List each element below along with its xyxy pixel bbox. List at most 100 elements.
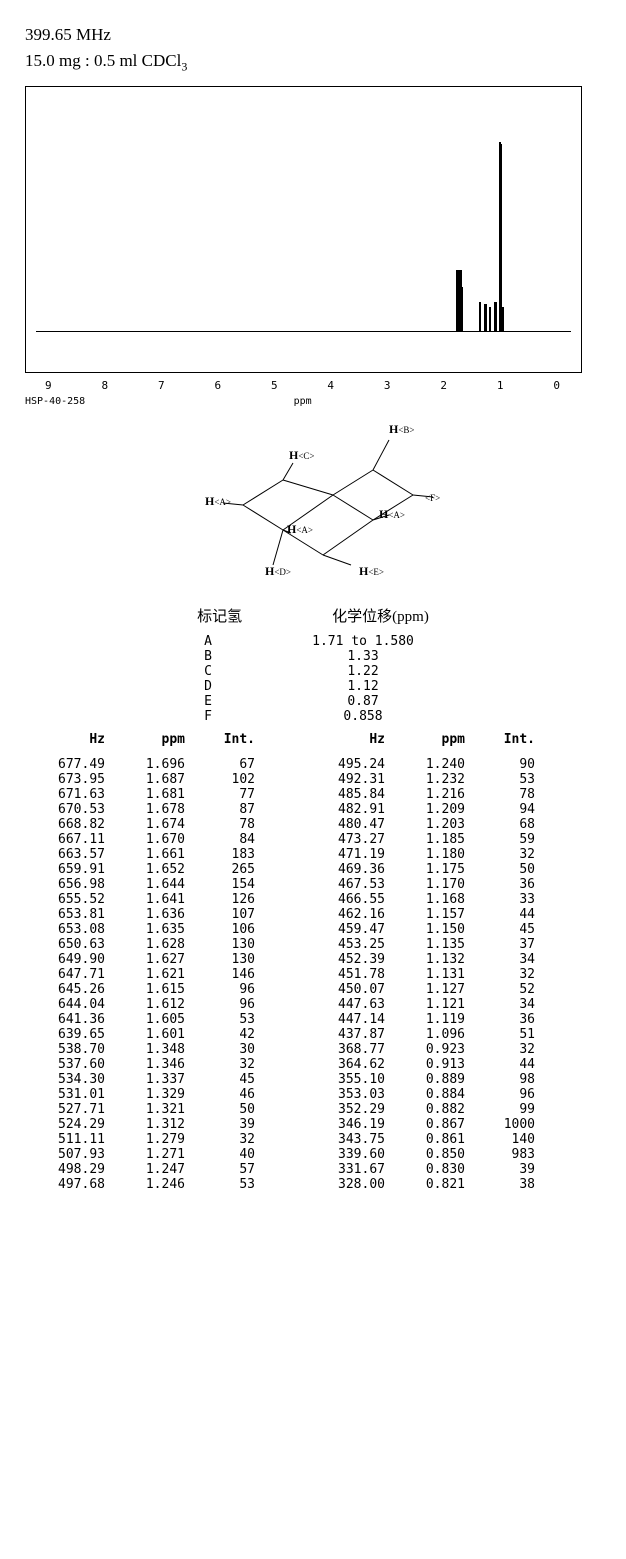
data-cell: 1.150 xyxy=(385,922,465,937)
assignment-value: 1.22 xyxy=(298,664,428,679)
data-cell: 1.674 xyxy=(105,817,185,832)
data-cell: 67 xyxy=(185,757,255,772)
axis-tick: 9 xyxy=(45,379,52,392)
axis-tick: 6 xyxy=(214,379,221,392)
data-cell: 437.87 xyxy=(305,1027,385,1042)
data-cell: 1.601 xyxy=(105,1027,185,1042)
data-cell: 482.91 xyxy=(305,802,385,817)
bond-line xyxy=(333,470,373,495)
data-cell: 32 xyxy=(465,967,535,982)
data-cell: 57 xyxy=(185,1162,255,1177)
data-cell: 671.63 xyxy=(25,787,105,802)
data-row: 647.711.621146451.781.13132 xyxy=(25,967,580,982)
data-cell: 673.95 xyxy=(25,772,105,787)
data-cell: 1.246 xyxy=(105,1177,185,1192)
data-cell: 467.53 xyxy=(305,877,385,892)
atom-label: H<C> xyxy=(289,448,315,462)
data-cell xyxy=(255,817,305,832)
data-cell: 0.861 xyxy=(385,1132,465,1147)
data-cell: 466.55 xyxy=(305,892,385,907)
data-cell: 0.867 xyxy=(385,1117,465,1132)
data-cell: 34 xyxy=(465,952,535,967)
data-cell: 32 xyxy=(465,1042,535,1057)
sample-header: 15.0 mg : 0.5 ml CDCl3 xyxy=(25,51,601,74)
data-cell: 452.39 xyxy=(305,952,385,967)
bond-line xyxy=(283,480,333,495)
data-cell: 146 xyxy=(185,967,255,982)
data-row: 670.531.67887482.911.20994 xyxy=(25,802,580,817)
data-cell: 1.096 xyxy=(385,1027,465,1042)
data-cell: 653.08 xyxy=(25,922,105,937)
data-cell: 107 xyxy=(185,907,255,922)
molecular-structure: H<B>H<C><F>H<A>H<A>H<A>H<D>H<E> xyxy=(25,415,580,595)
axis-tick: 2 xyxy=(440,379,447,392)
data-cell: 1.681 xyxy=(105,787,185,802)
atom-label: <F> xyxy=(425,493,440,503)
data-cell: 1.247 xyxy=(105,1162,185,1177)
data-cell: 36 xyxy=(465,877,535,892)
data-cell: 647.71 xyxy=(25,967,105,982)
data-cell: 355.10 xyxy=(305,1072,385,1087)
data-cell: 130 xyxy=(185,952,255,967)
spectrum-peak xyxy=(502,307,504,332)
data-cell: 677.49 xyxy=(25,757,105,772)
assignment-label: A xyxy=(198,634,218,649)
data-cell xyxy=(255,1177,305,1192)
data-cell xyxy=(255,1042,305,1057)
data-cell: 1.135 xyxy=(385,937,465,952)
data-cell: 45 xyxy=(185,1072,255,1087)
data-cell xyxy=(255,982,305,997)
data-cell: 352.29 xyxy=(305,1102,385,1117)
data-cell xyxy=(255,1117,305,1132)
data-cell: 1.321 xyxy=(105,1102,185,1117)
data-cell xyxy=(255,1027,305,1042)
data-cell: 183 xyxy=(185,847,255,862)
data-cell: 140 xyxy=(465,1132,535,1147)
atom-label: H<A> xyxy=(205,494,231,508)
data-cell: 469.36 xyxy=(305,862,385,877)
data-cell: 531.01 xyxy=(25,1087,105,1102)
data-cell: 1.652 xyxy=(105,862,185,877)
data-cell xyxy=(255,1012,305,1027)
data-cell: 1.621 xyxy=(105,967,185,982)
data-cell: 1.279 xyxy=(105,1132,185,1147)
data-cell: 36 xyxy=(465,1012,535,1027)
data-row: 527.711.32150352.290.88299 xyxy=(25,1102,580,1117)
data-cell xyxy=(255,1057,305,1072)
data-cell: 668.82 xyxy=(25,817,105,832)
spectrum-code: HSP-40-258 xyxy=(25,396,85,407)
data-cell: 32 xyxy=(465,847,535,862)
data-cell: 51 xyxy=(465,1027,535,1042)
data-cell: 94 xyxy=(465,802,535,817)
data-cell: 68 xyxy=(465,817,535,832)
data-cell: 33 xyxy=(465,892,535,907)
data-cell: 527.71 xyxy=(25,1102,105,1117)
bond-line xyxy=(243,480,283,505)
axis-tick: 3 xyxy=(384,379,391,392)
data-row: 538.701.34830368.770.92332 xyxy=(25,1042,580,1057)
data-cell: 96 xyxy=(185,982,255,997)
x-axis-label-row: HSP-40-258 ppm xyxy=(25,396,580,407)
data-row: 524.291.31239346.190.8671000 xyxy=(25,1117,580,1132)
data-cell xyxy=(255,907,305,922)
assignment-row: E0.87 xyxy=(25,694,601,709)
assignment-label: B xyxy=(198,649,218,664)
spectrum-peak xyxy=(484,304,487,332)
data-row: 655.521.641126466.551.16833 xyxy=(25,892,580,907)
data-cell: 0.884 xyxy=(385,1087,465,1102)
bond-line xyxy=(333,495,373,520)
data-cell: 52 xyxy=(465,982,535,997)
spectrum-peak xyxy=(479,302,481,332)
data-cell: 1.636 xyxy=(105,907,185,922)
data-cell: 451.78 xyxy=(305,967,385,982)
data-cell: 1.348 xyxy=(105,1042,185,1057)
data-row: 498.291.24757331.670.83039 xyxy=(25,1162,580,1177)
data-cell: 1.132 xyxy=(385,952,465,967)
data-cell: 32 xyxy=(185,1057,255,1072)
data-cell: 87 xyxy=(185,802,255,817)
data-cell: 34 xyxy=(465,997,535,1012)
data-cell: 653.81 xyxy=(25,907,105,922)
bond-line xyxy=(283,463,293,480)
data-cell: 447.14 xyxy=(305,1012,385,1027)
data-row: 534.301.33745355.100.88998 xyxy=(25,1072,580,1087)
